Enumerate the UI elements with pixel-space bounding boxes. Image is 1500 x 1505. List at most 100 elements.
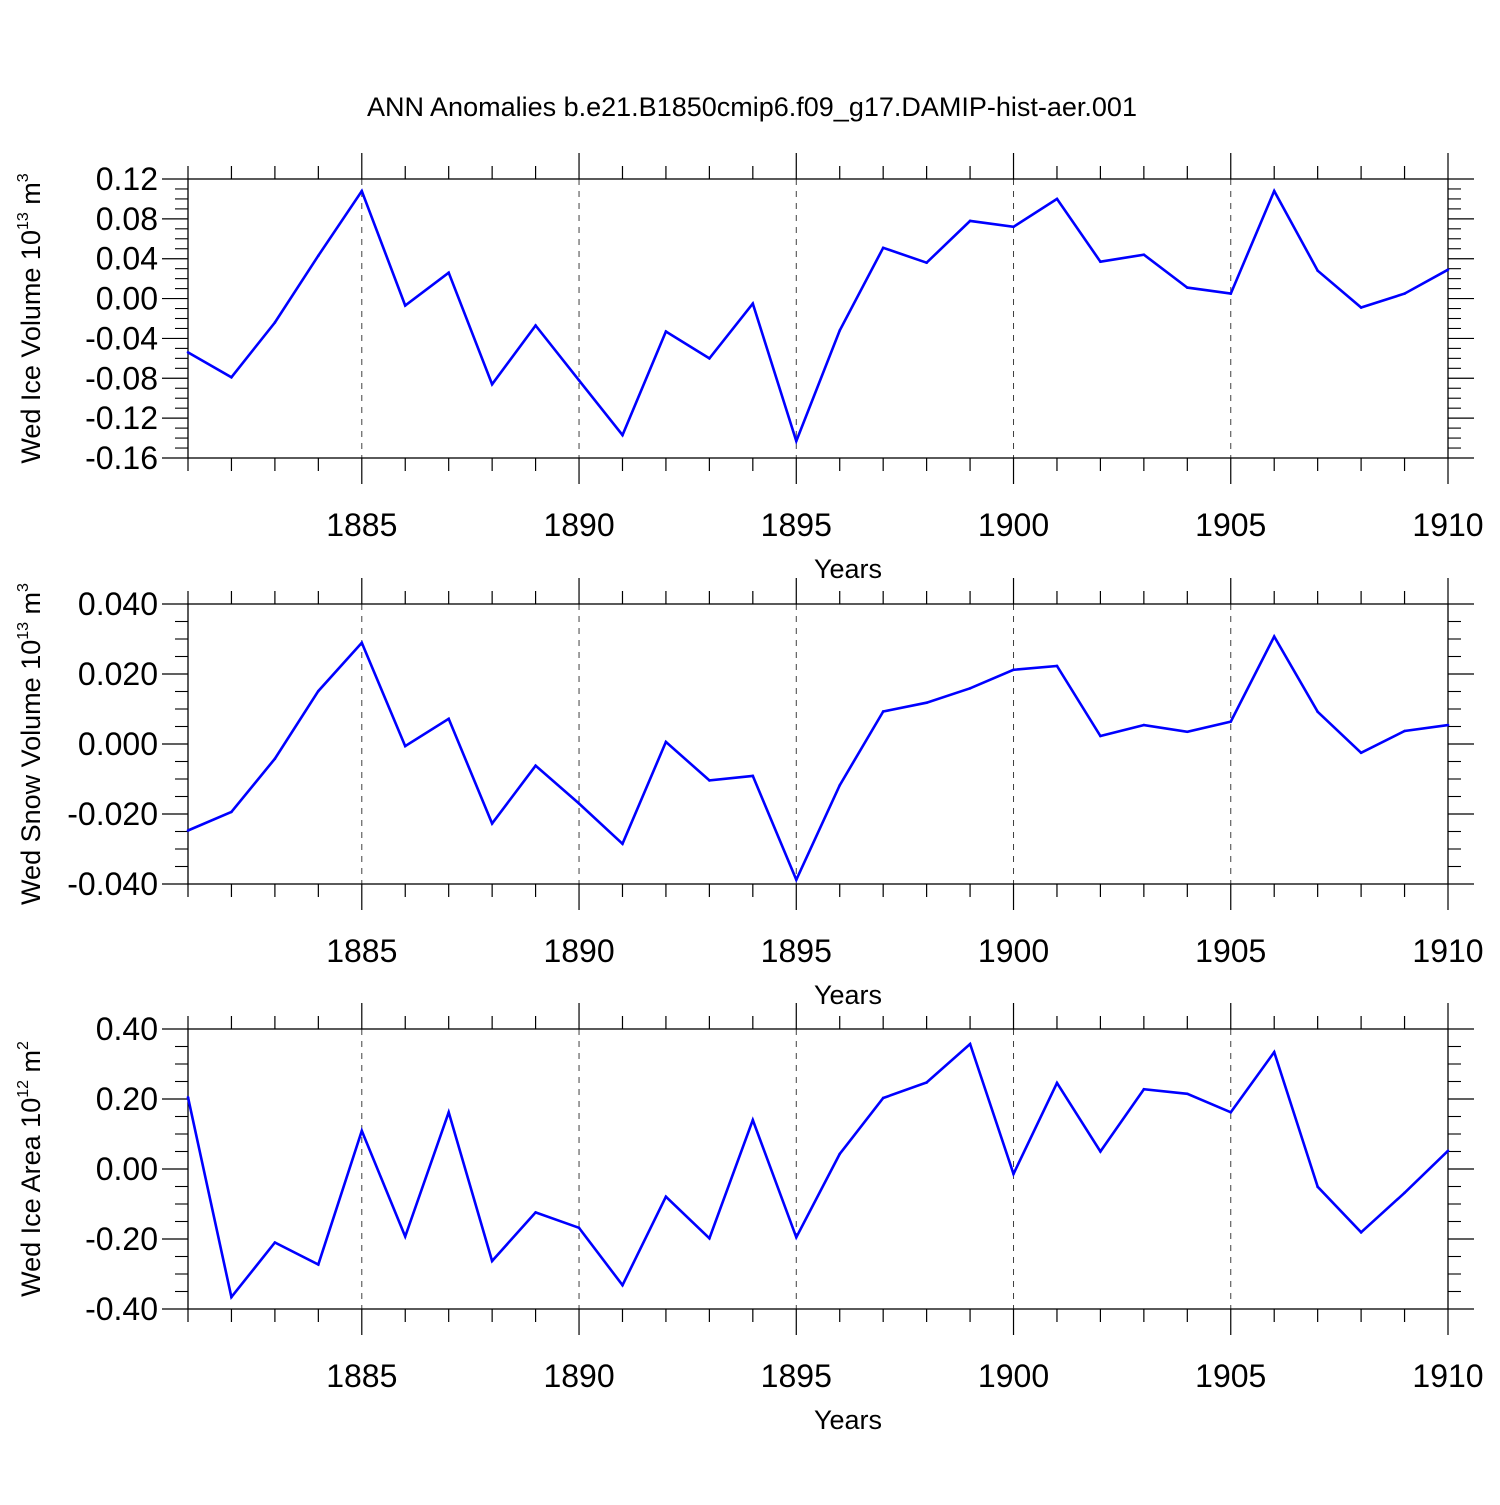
data-point: [403, 744, 407, 748]
x-tick-label: 1885: [326, 1358, 397, 1394]
x-tick-label: 1900: [978, 933, 1049, 969]
y-axis-label-text: Wed Ice Volume 10: [16, 230, 46, 464]
data-point: [838, 784, 842, 787]
data-point: [360, 1129, 364, 1133]
y-axis-label-unit-exponent: 3: [15, 583, 32, 592]
data-point: [447, 271, 450, 274]
data-point: [490, 822, 494, 825]
data-point: [838, 1152, 842, 1156]
y-tick-label: 0.04: [96, 241, 158, 277]
y-axis-label: Wed Ice Area 1012 m2: [15, 1041, 46, 1297]
data-point: [1186, 730, 1189, 734]
y-tick-label: 0.00: [96, 281, 158, 317]
y-axis-label: Wed Ice Volume 1013 m3: [15, 173, 46, 463]
y-axis-label-exponent: 12: [15, 1080, 32, 1098]
data-point: [577, 802, 581, 805]
y-tick-label: 0.08: [96, 201, 158, 237]
panel-1: 1885 1890 1895 1900 1905 1910 Years -0.16 -0.12 -…: [15, 153, 1484, 584]
data-point: [1359, 306, 1363, 309]
y-tick-label: 0.20: [96, 1081, 158, 1117]
data-point: [317, 1263, 320, 1266]
y-tick-label: 0.12: [96, 161, 158, 197]
y-axis-label: Wed Snow Volume 1013 m3: [15, 583, 46, 905]
data-point: [1446, 1149, 1450, 1153]
data-point: [1099, 1150, 1102, 1153]
x-tick-label: 1905: [1195, 507, 1266, 543]
data-point: [186, 829, 190, 832]
data-point: [1403, 1191, 1406, 1195]
data-point: [273, 1241, 277, 1244]
data-point: [447, 717, 450, 721]
x-tick-label: 1885: [326, 507, 397, 543]
data-point: [1142, 723, 1146, 727]
x-tick-label: 1890: [543, 507, 614, 543]
y-axis-label-exponent: 13: [15, 212, 32, 230]
data-point: [1099, 260, 1102, 264]
data-point: [751, 1118, 755, 1122]
x-tick-label: 1910: [1412, 933, 1483, 969]
y-tick-label: 0.40: [96, 1011, 158, 1047]
panels: 1885 1890 1895 1900 1905 1910 Years -0.16 -0.12 -…: [15, 153, 1484, 1435]
panel-2: 1885 1890 1895 1900 1905 1910 Years -0.040 -0.02…: [15, 578, 1484, 1010]
y-axis-label-unit: m: [16, 592, 46, 622]
data-point: [664, 1195, 668, 1198]
data-point: [1055, 1081, 1059, 1085]
y-tick-label: 0.020: [78, 656, 158, 692]
data-point: [1186, 1092, 1189, 1096]
data-point: [230, 810, 233, 814]
data-point: [186, 1095, 190, 1099]
data-point: [360, 641, 364, 645]
data-point: [1229, 1111, 1233, 1114]
x-tick-label: 1905: [1195, 933, 1266, 969]
data-point: [881, 710, 885, 713]
data-point: [1142, 1087, 1146, 1091]
x-tick-label: 1900: [978, 507, 1049, 543]
y-tick-label: -0.12: [85, 400, 158, 436]
data-point: [1229, 720, 1233, 723]
y-tick-label: 0.000: [78, 726, 158, 762]
y-tick-label: -0.04: [85, 320, 158, 356]
x-tick-label: 1890: [543, 933, 614, 969]
series-line: [186, 1041, 1449, 1301]
y-axis-label-text: Wed Ice Area 10: [16, 1098, 46, 1297]
data-point: [621, 1283, 624, 1287]
data-point: [794, 1235, 798, 1239]
data-point: [1272, 635, 1276, 638]
data-point: [1316, 269, 1319, 272]
data-point: [968, 219, 972, 223]
y-axis-label-unit: m: [16, 1050, 46, 1080]
x-tick-label: 1895: [761, 933, 832, 969]
y-tick-label: -0.040: [67, 866, 158, 902]
x-axis-label: Years: [814, 980, 882, 1010]
x-axis-label: Years: [814, 554, 882, 584]
data-point: [621, 842, 624, 846]
data-point: [794, 439, 798, 443]
data-point: [881, 246, 885, 250]
x-tick-label: 1890: [543, 1358, 614, 1394]
data-point: [925, 261, 928, 265]
data-point: [1403, 729, 1406, 733]
data-point: [794, 878, 798, 882]
x-tick-label: 1900: [978, 1358, 1049, 1394]
data-point: [534, 1211, 537, 1214]
data-point: [968, 687, 972, 690]
x-tick-label: 1895: [761, 507, 832, 543]
x-tick-label: 1885: [326, 933, 397, 969]
data-point: [230, 1295, 233, 1299]
data-point: [664, 740, 668, 744]
series-line: [187, 188, 1449, 445]
data-point: [1055, 664, 1059, 668]
x-tick-label: 1895: [761, 1358, 832, 1394]
data-point: [1272, 189, 1276, 193]
data-point: [1446, 268, 1450, 271]
data-point: [403, 1235, 407, 1238]
y-tick-label: -0.020: [67, 796, 158, 832]
x-tick-label: 1910: [1412, 1358, 1483, 1394]
data-point: [230, 375, 233, 379]
data-point: [621, 433, 624, 437]
data-point: [1316, 710, 1319, 714]
y-tick-label: -0.16: [85, 440, 158, 476]
data-point: [490, 1259, 494, 1263]
data-point: [751, 774, 755, 778]
